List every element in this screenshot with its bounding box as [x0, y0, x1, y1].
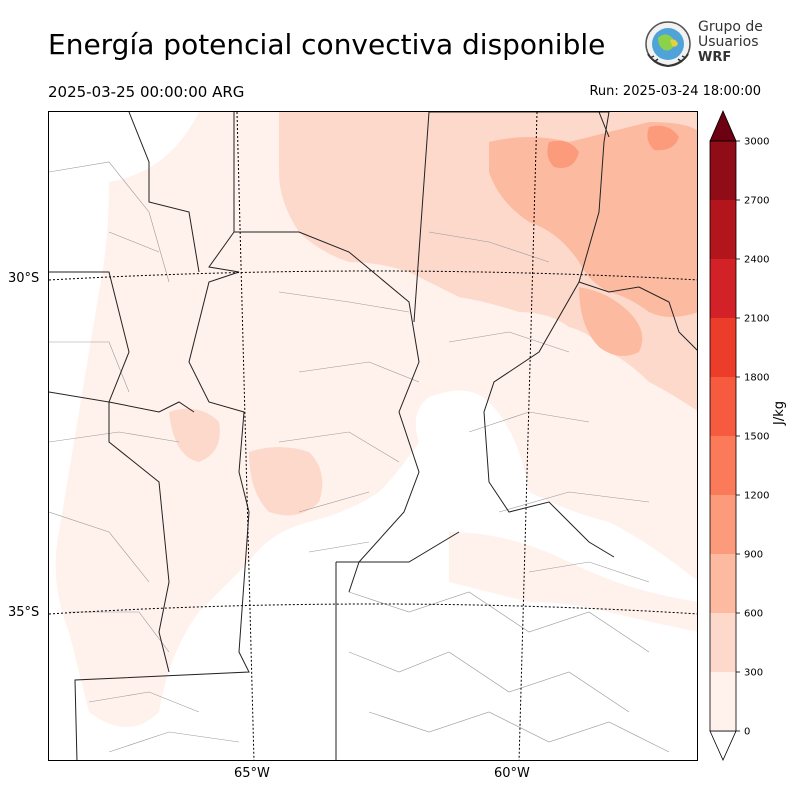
- colorbar-box: [710, 141, 736, 200]
- logo-line-1: Grupo de: [698, 19, 763, 35]
- colorbar-box: [710, 436, 736, 495]
- province-boundaries: [49, 112, 697, 760]
- colorbar-boxes: [709, 110, 737, 761]
- colorbar-box: [710, 613, 736, 672]
- colorbar-under-extension: [709, 730, 737, 761]
- cape-field-900-b: [647, 125, 679, 151]
- grupo-usuarios-wrf-logo: Grupo de Usuarios WRF: [640, 18, 770, 70]
- colorbar-box: [710, 200, 736, 259]
- cape-map-canvas: [49, 112, 697, 760]
- colorbar-ticks: 0 300 600 900 1200 1500 1800 2100 2400 2700 3000: [736, 137, 769, 738]
- colorbar-box: [710, 672, 736, 731]
- cape-map: [48, 111, 698, 761]
- colorbar-tick-label: 300: [744, 668, 763, 679]
- map-title: Energía potencial convectiva disponible: [48, 28, 606, 61]
- logo-line-2: Usuarios: [698, 34, 759, 50]
- cape-field-600: [489, 122, 697, 317]
- colorbar-unit-label: J/kg: [772, 401, 787, 425]
- colorbar-tick-label: 0: [744, 727, 750, 738]
- lat-label-35s: 35°S: [8, 605, 40, 620]
- globe-emblem-icon: [645, 21, 691, 68]
- valid-time: 2025-03-25 00:00:00 ARG: [48, 83, 245, 101]
- cape-field-900: [547, 140, 579, 168]
- colorbar-tick-label: 2400: [744, 255, 769, 266]
- graticule: [49, 112, 697, 760]
- lon-label-60w: 60°W: [494, 766, 530, 781]
- cape-field-low-se: [449, 532, 697, 632]
- colorbar-box: [710, 554, 736, 613]
- colorbar-tick-label: 3000: [744, 137, 769, 148]
- colorbar-box: [710, 377, 736, 436]
- lat-label-30s: 30°S: [8, 271, 40, 286]
- colorbar-tick-label: 1800: [744, 373, 769, 384]
- colorbar-box: [710, 259, 736, 318]
- department-boundaries: [49, 161, 670, 753]
- lon-label-65w: 65°W: [234, 766, 270, 781]
- colorbar-tick-label: 600: [744, 609, 763, 620]
- logo-line-3: WRF: [698, 50, 732, 65]
- cape-field-300-mid: [249, 447, 323, 516]
- colorbar: 0 300 600 900 1200 1500 1800 2100 2400 2700 3000: [709, 110, 769, 761]
- colorbar-tick-label: 1200: [744, 491, 769, 502]
- colorbar-box: [710, 318, 736, 377]
- colorbar-tick-label: 900: [744, 550, 763, 561]
- colorbar-tick-label: 2100: [744, 314, 769, 325]
- colorbar-over-extension: [709, 110, 737, 142]
- cape-field-300-sw: [169, 408, 220, 462]
- colorbar-tick-label: 1500: [744, 432, 769, 443]
- colorbar-box: [710, 495, 736, 554]
- run-time: Run: 2025-03-24 18:00:00: [589, 84, 761, 99]
- colorbar-tick-label: 2700: [744, 196, 769, 207]
- cape-field-600-b: [579, 287, 643, 356]
